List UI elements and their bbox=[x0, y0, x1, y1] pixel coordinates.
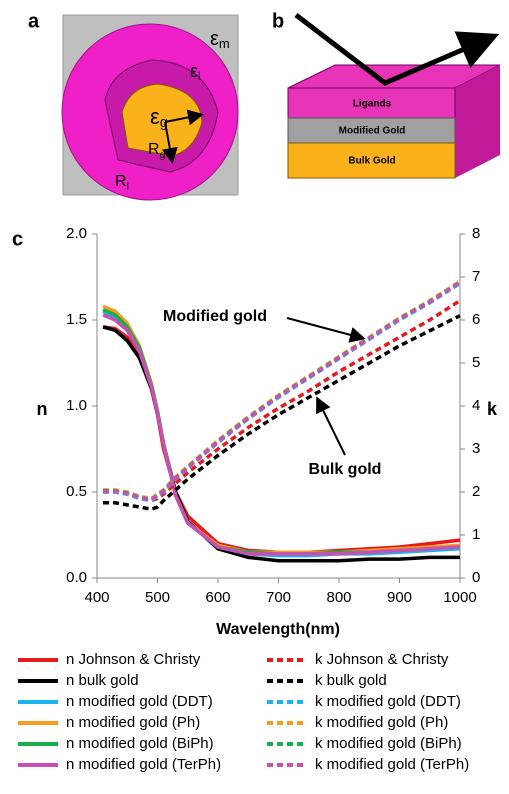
symbol: R bbox=[115, 173, 127, 190]
subscript: l bbox=[198, 70, 201, 83]
layer-label: Ligands bbox=[353, 99, 392, 110]
legend-label: k bulk gold bbox=[315, 672, 387, 689]
y-tick-label: 1.5 bbox=[66, 311, 87, 328]
legend-label: n bulk gold bbox=[66, 672, 139, 689]
x-tick-label: 1000 bbox=[443, 589, 476, 606]
y2-tick-label: 4 bbox=[472, 397, 480, 414]
panel-label: c bbox=[12, 228, 23, 250]
x-tick-label: 600 bbox=[205, 589, 230, 606]
data-line bbox=[103, 315, 460, 554]
layer-diagram bbox=[288, 15, 500, 178]
x-axis-label: Wavelength(nm) bbox=[216, 621, 340, 638]
data-line bbox=[103, 283, 460, 500]
legend-label: k modified gold (Ph) bbox=[315, 714, 448, 731]
symbol: ε bbox=[190, 61, 198, 81]
x-tick-label: 900 bbox=[387, 589, 412, 606]
subscript: m bbox=[219, 36, 230, 51]
x-tick-label: 500 bbox=[145, 589, 170, 606]
panel-label: a bbox=[28, 10, 40, 32]
data-line bbox=[103, 310, 460, 554]
legend-label: n modified gold (TerPh) bbox=[66, 756, 221, 773]
y2-tick-label: 5 bbox=[472, 354, 480, 371]
data-line bbox=[103, 311, 460, 555]
y2-tick-label: 1 bbox=[472, 526, 480, 543]
y2-tick-label: 0 bbox=[472, 569, 480, 586]
subscript: g bbox=[160, 150, 166, 161]
y2-axis-label: k bbox=[487, 399, 498, 419]
y2-tick-label: 6 bbox=[472, 311, 480, 328]
annotation-arrow bbox=[318, 400, 345, 455]
layer-label: Bulk Gold bbox=[348, 156, 395, 167]
y2-tick-label: 8 bbox=[472, 225, 480, 242]
data-line bbox=[103, 327, 460, 552]
y-tick-label: 0.5 bbox=[66, 483, 87, 500]
annotation-arrow bbox=[287, 318, 362, 338]
x-tick-label: 700 bbox=[266, 589, 291, 606]
y-tick-label: 0.0 bbox=[66, 569, 87, 586]
legend-label: n modified gold (BiPh) bbox=[66, 735, 214, 752]
symbol: R bbox=[148, 141, 160, 158]
legend-label: k modified gold (TerPh) bbox=[315, 756, 469, 773]
legend-label: n Johnson & Christy bbox=[66, 651, 201, 668]
legend-label: k Johnson & Christy bbox=[315, 651, 449, 668]
legend-label: n modified gold (Ph) bbox=[66, 714, 200, 731]
panel-label: b bbox=[272, 10, 284, 32]
subscript: l bbox=[127, 182, 129, 193]
y-tick-label: 1.0 bbox=[66, 397, 87, 414]
annotation: Modified gold bbox=[163, 308, 267, 325]
data-line bbox=[103, 327, 460, 561]
subscript: g bbox=[160, 115, 168, 131]
legend-label: n modified gold (DDT) bbox=[66, 693, 213, 710]
y2-tick-label: 2 bbox=[472, 483, 480, 500]
annotation: Bulk gold bbox=[309, 461, 382, 478]
y-tick-label: 2.0 bbox=[66, 225, 87, 242]
x-tick-label: 800 bbox=[326, 589, 351, 606]
legend-label: k modified gold (DDT) bbox=[315, 693, 461, 710]
symbol: ε bbox=[150, 104, 160, 129]
y2-tick-label: 3 bbox=[472, 440, 480, 457]
y2-tick-label: 7 bbox=[472, 268, 480, 285]
symbol: ε bbox=[210, 28, 219, 50]
legend-label: k modified gold (BiPh) bbox=[315, 735, 462, 752]
x-tick-label: 400 bbox=[84, 589, 109, 606]
figure: a b c Ligands Modified Gold Bulk Gold Wa… bbox=[0, 0, 509, 794]
y-axis-label: n bbox=[37, 399, 48, 419]
layer-label: Modified Gold bbox=[339, 126, 406, 137]
